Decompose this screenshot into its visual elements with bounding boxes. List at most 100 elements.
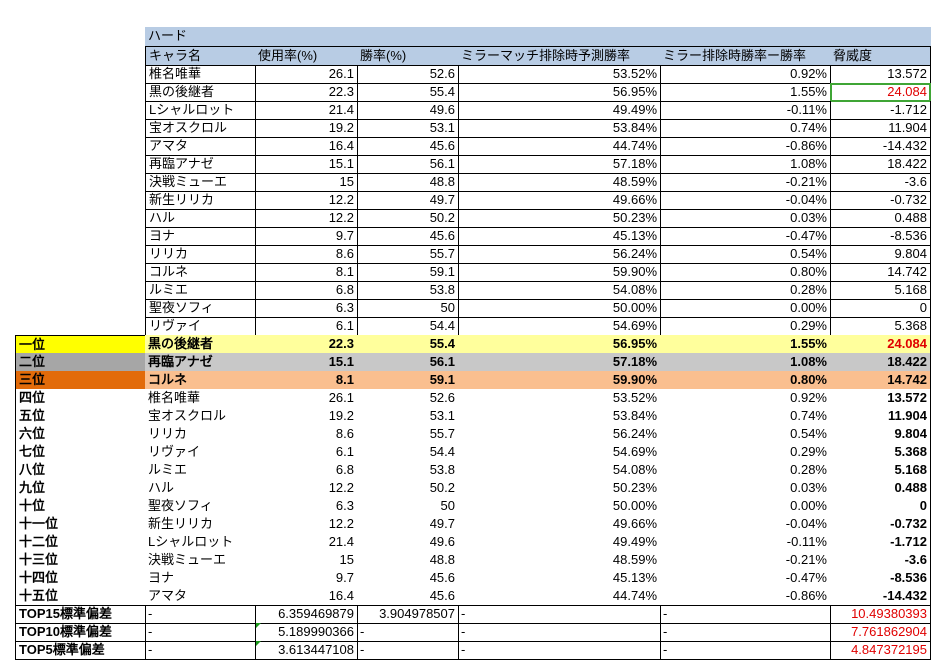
value-cell: 18.422 [830,353,931,372]
character-name: ハル [145,209,256,228]
value-cell: 50.00% [458,299,661,318]
value-cell: 8.6 [255,425,358,444]
character-name: 聖夜ソフィ [145,299,256,318]
value-cell: -1.712 [830,533,931,552]
character-name: 決戦ミューエ [145,551,256,570]
value-cell: 0.92% [660,389,831,408]
value-cell: 0.29% [660,317,831,336]
rank-label: 二位 [15,353,146,372]
stat-label: TOP5標準偏差 [15,641,146,660]
value-cell: 45.6 [357,227,459,246]
value-cell: 11.904 [830,119,931,138]
character-name: アマタ [145,137,256,156]
stat-cell: 5.189990366 [255,623,358,642]
value-cell: -0.11% [660,101,831,120]
value-cell: -0.11% [660,533,831,552]
character-name: 宝オスクロル [145,119,256,138]
value-cell: 22.3 [255,83,358,102]
value-cell: 48.8 [357,173,459,192]
character-name: 再臨アナゼ [145,353,256,372]
value-cell: 50 [357,299,459,318]
value-cell: 0.488 [830,479,931,498]
value-cell: 50.23% [458,479,661,498]
column-header: 脅威度 [830,46,931,66]
value-cell: 56.1 [357,353,459,372]
character-name: 決戦ミューエ [145,173,256,192]
stat-cell: 10.49380393 [830,605,931,624]
value-cell: 0.29% [660,443,831,462]
stat-cell: - [660,641,831,660]
character-name: Lシャルロット [145,533,256,552]
value-cell: 59.1 [357,371,459,390]
value-cell: 5.368 [830,317,931,336]
value-cell: 45.13% [458,569,661,588]
stat-cell: 4.847372195 [830,641,931,660]
value-cell[interactable]: 24.084 [830,83,931,102]
value-cell: 0.92% [660,65,831,84]
value-cell: 56.95% [458,335,661,354]
stat-cell: - [145,641,256,660]
rank-label: 十一位 [15,515,146,534]
value-cell: 12.2 [255,191,358,210]
value-cell: 54.08% [458,281,661,300]
value-cell: 6.8 [255,281,358,300]
value-cell: 6.3 [255,299,358,318]
value-cell: -14.432 [830,137,931,156]
value-cell: -14.432 [830,587,931,606]
character-name: アマタ [145,587,256,606]
value-cell: 22.3 [255,335,358,354]
value-cell: 55.7 [357,245,459,264]
value-cell: 9.7 [255,569,358,588]
column-header: 使用率(%) [255,46,358,66]
value-cell: 14.742 [830,263,931,282]
value-cell: 26.1 [255,65,358,84]
sheet-title: ハード [148,28,188,43]
value-cell: 52.6 [357,65,459,84]
value-cell: 53.8 [357,461,459,480]
value-cell: 0.54% [660,425,831,444]
value-cell: 54.4 [357,317,459,336]
value-cell: -3.6 [830,551,931,570]
character-name: リリカ [145,425,256,444]
value-cell: 0.80% [660,263,831,282]
value-cell: 50.00% [458,497,661,516]
value-cell: 6.8 [255,461,358,480]
value-cell: 53.1 [357,407,459,426]
column-header: キャラ名 [145,46,256,66]
value-cell: -0.04% [660,191,831,210]
value-cell: 50.2 [357,209,459,228]
value-cell: 14.742 [830,371,931,390]
value-cell: 12.2 [255,479,358,498]
value-cell: 0.03% [660,479,831,498]
character-name: 新生リリカ [145,515,256,534]
value-cell: -0.47% [660,227,831,246]
character-name: ヨナ [145,569,256,588]
character-name: リヴァイ [145,443,256,462]
value-cell: 54.4 [357,443,459,462]
value-cell: -0.21% [660,551,831,570]
value-cell: -0.21% [660,173,831,192]
value-cell: -8.536 [830,569,931,588]
value-cell: 8.1 [255,371,358,390]
column-header: 勝率(%) [357,46,459,66]
value-cell: 9.7 [255,227,358,246]
value-cell: 15 [255,173,358,192]
rank-label: 十四位 [15,569,146,588]
value-cell: -0.732 [830,515,931,534]
character-name: ルミエ [145,461,256,480]
value-cell: 59.90% [458,371,661,390]
stat-cell: - [145,623,256,642]
value-cell: 0.00% [660,497,831,516]
value-cell: 53.84% [458,407,661,426]
value-cell: 12.2 [255,209,358,228]
value-cell: 0.03% [660,209,831,228]
value-cell: 50.2 [357,479,459,498]
value-cell: 53.52% [458,65,661,84]
value-cell: 15.1 [255,353,358,372]
value-cell: 1.08% [660,155,831,174]
stat-cell: - [660,605,831,624]
stat-cell: - [660,623,831,642]
rank-label: 十二位 [15,533,146,552]
character-name: 黒の後継者 [145,83,256,102]
